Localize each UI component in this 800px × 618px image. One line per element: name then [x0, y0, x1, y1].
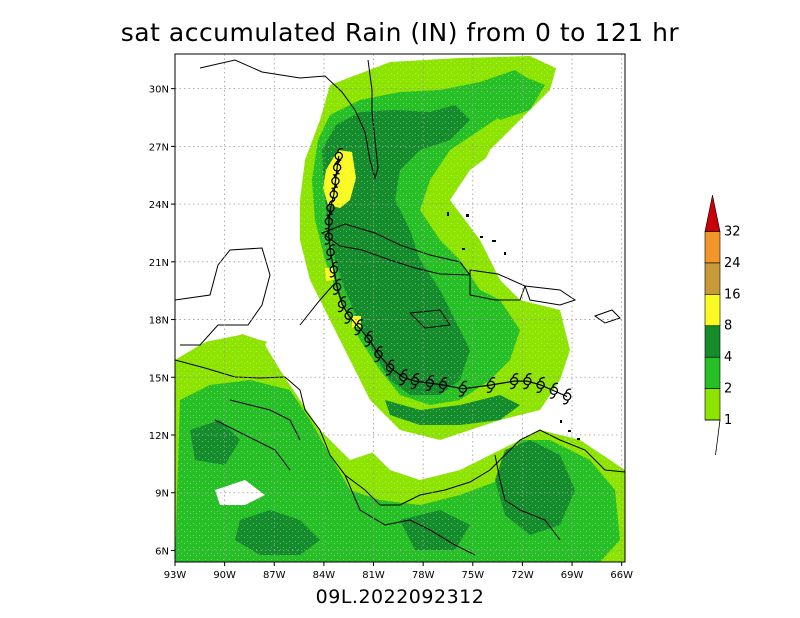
lon-tick-label: 69W	[561, 570, 584, 581]
colorbar-label: 1	[724, 413, 732, 428]
gridlines	[175, 54, 625, 562]
lon-tick-label: 87W	[263, 570, 286, 581]
hurricane-symbol	[438, 376, 448, 393]
colorbar-segment	[704, 388, 721, 421]
colorbar-cap-top	[704, 194, 721, 232]
lat-tick-label: 12N	[149, 431, 169, 442]
hurricane-symbol	[523, 373, 532, 390]
lon-tick-label: 78W	[412, 570, 435, 581]
hurricane-symbol	[425, 375, 435, 392]
lat-tick-label: 15N	[149, 373, 169, 384]
lat-tick-label: 30N	[149, 85, 169, 96]
lon-tick-label: 90W	[213, 570, 236, 581]
colorbar-label: 4	[724, 350, 732, 365]
colorbar-label: 32	[724, 224, 741, 239]
lon-tick-label: 84W	[313, 570, 336, 581]
colorbar-segment	[704, 262, 721, 295]
lat-tick-label: 24N	[149, 200, 169, 211]
lat-tick-label: 9N	[155, 489, 169, 500]
hurricane-symbol	[486, 376, 496, 393]
hurricane-symbol	[364, 330, 373, 347]
hurricane-symbol	[334, 147, 344, 164]
lon-tick-label: 72W	[511, 570, 534, 581]
hurricane-symbol	[324, 228, 334, 245]
colorbar-segment	[704, 231, 721, 264]
hurricane-symbol	[458, 380, 468, 397]
rainfall-shading	[175, 54, 625, 562]
hurricane-symbol	[329, 261, 339, 278]
colorbar-label: 2	[724, 382, 732, 397]
hurricane-symbol	[398, 369, 408, 386]
hurricane-symbol	[385, 359, 395, 376]
lon-tick-label: 81W	[362, 570, 385, 581]
lat-tick-label: 6N	[155, 546, 169, 557]
colorbar-segment	[704, 293, 721, 327]
colorbar-cap-bottom	[705, 419, 721, 456]
colorbar-label: 24	[724, 256, 741, 271]
islands	[447, 212, 580, 440]
storm-track-line	[328, 155, 568, 398]
hurricane-symbol	[332, 278, 342, 295]
colorbar-label: 8	[724, 319, 732, 334]
colorbar-segment	[704, 325, 721, 358]
hurricane-symbol	[549, 382, 559, 399]
hurricane-symbol	[410, 373, 420, 390]
lat-tick-label: 18N	[149, 316, 169, 327]
longitude-axis: 93W 90W 87W 84W 81W 78W 75W 72W 69W 66W	[164, 562, 633, 581]
lon-tick-label: 66W	[610, 570, 633, 581]
hurricane-symbol	[344, 307, 354, 324]
hurricane-symbol	[509, 373, 519, 390]
map-frame	[174, 53, 626, 563]
coastlines	[175, 59, 625, 556]
hurricane-symbol	[326, 244, 335, 261]
hurricane-symbol	[536, 376, 545, 393]
lon-tick-label: 93W	[164, 570, 187, 581]
hurricane-symbol	[562, 388, 572, 405]
colorbar-label: 16	[724, 287, 741, 302]
hurricane-symbol	[374, 346, 383, 363]
map-title: sat accumulated Rain (IN) from 0 to 121 …	[120, 18, 680, 47]
storm-id-label: 09L.2022092312	[315, 586, 485, 608]
hurricane-symbol	[337, 296, 347, 313]
latitude-axis: 6N 9N 12N 15N 18N 21N 24N 27N 30N	[149, 85, 175, 557]
lat-tick-label: 21N	[149, 258, 169, 269]
colorbar-segment	[704, 356, 721, 389]
hurricane-symbol	[354, 319, 363, 336]
storm-track	[324, 147, 572, 405]
lat-tick-label: 27N	[149, 142, 169, 153]
lon-tick-label: 75W	[461, 570, 484, 581]
